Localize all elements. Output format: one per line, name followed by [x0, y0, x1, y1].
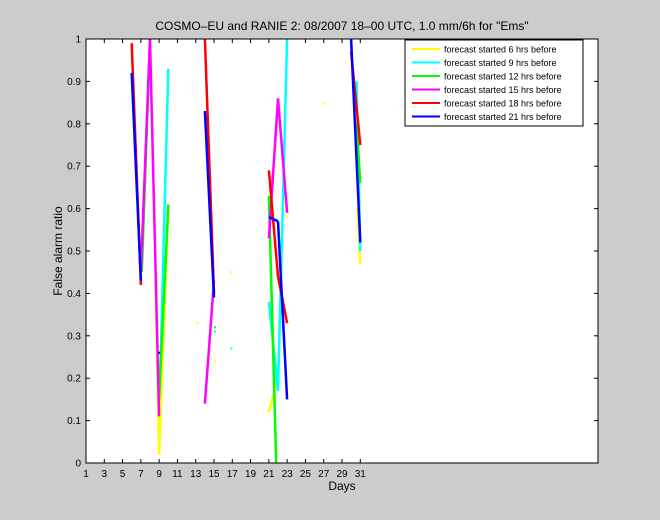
data-point [158, 351, 161, 354]
data-point [213, 330, 216, 333]
legend-box [404, 39, 584, 127]
x-tick-label: 11 [172, 469, 183, 480]
y-tick-label: 0.9 [67, 77, 81, 88]
y-tick-label: 0.5 [67, 247, 81, 258]
data-point [196, 322, 199, 325]
data-point [213, 360, 216, 363]
plot-frame [85, 38, 599, 464]
series-4 [139, 38, 289, 417]
legend: forecast started 6 hrs before forecast st… [404, 39, 584, 127]
x-tick-label: 1 [83, 469, 89, 480]
series-line [139, 38, 152, 273]
y-axis-label: False alarm ratio [51, 206, 65, 296]
series-line [203, 280, 216, 404]
x-tick-label: 27 [318, 469, 330, 480]
x-tick-label: 23 [282, 469, 294, 480]
x-tick-label: 3 [102, 469, 108, 480]
legend-entry: forecast started 18 hrs before [444, 99, 562, 109]
series-layer [101, 38, 362, 464]
series-line [157, 204, 170, 400]
series-line [148, 38, 161, 417]
x-tick-label: 13 [190, 469, 202, 480]
series-line [355, 123, 362, 184]
x-axis-label: Days [328, 479, 355, 493]
y-tick-label: 1 [75, 35, 81, 46]
series-line [203, 111, 216, 298]
x-tick-label: 15 [208, 469, 220, 480]
series-6 [130, 38, 362, 400]
series-line [349, 38, 362, 243]
x-tick-label: 21 [263, 469, 275, 480]
series-line [267, 195, 278, 464]
y-axis-ticks: 0 0.1 0.2 0.3 0.4 0.5 0.6 0.7 0.8 0.9 1 [67, 35, 598, 470]
legend-entry: forecast started 9 hrs before [444, 58, 557, 68]
series-line [276, 98, 289, 213]
x-tick-label: 7 [138, 469, 144, 480]
series-line [130, 72, 143, 281]
series-line [267, 98, 280, 239]
y-tick-label: 0.6 [67, 204, 81, 215]
x-tick-label: 5 [120, 469, 126, 480]
x-tick-label: 9 [156, 469, 162, 480]
y-tick-label: 0.8 [67, 119, 81, 130]
x-tick-label: 31 [355, 469, 367, 480]
data-point [322, 101, 325, 104]
series-line [276, 221, 289, 400]
x-tick-label: 17 [227, 469, 239, 480]
x-axis-ticks: 1 3 5 7 9 11 13 15 17 19 21 23 25 27 29 31 [83, 39, 366, 480]
legend-entry: forecast started 12 hrs before [444, 72, 562, 82]
series-line [268, 215, 279, 223]
data-point [230, 271, 233, 274]
y-tick-label: 0.4 [67, 289, 81, 300]
y-tick-label: 0.2 [67, 374, 81, 385]
legend-entry: forecast started 21 hrs before [444, 112, 562, 122]
y-tick-label: 0 [75, 459, 81, 470]
legend-entry: forecast started 15 hrs before [444, 85, 562, 95]
series-line [276, 38, 289, 391]
x-tick-label: 19 [245, 469, 257, 480]
y-tick-label: 0.1 [67, 416, 81, 427]
y-tick-label: 0.7 [67, 162, 81, 173]
data-point [286, 216, 289, 219]
data-point [213, 326, 216, 329]
series-line [267, 170, 280, 277]
data-point [230, 347, 233, 350]
chart-title: COSMO–EU and RANIE 2: 08/2007 18–00 UTC,… [155, 19, 528, 33]
legend-entry: forecast started 6 hrs before [444, 45, 557, 55]
x-tick-label: 29 [336, 469, 348, 480]
y-tick-label: 0.3 [67, 331, 81, 342]
x-tick-label: 25 [300, 469, 312, 480]
